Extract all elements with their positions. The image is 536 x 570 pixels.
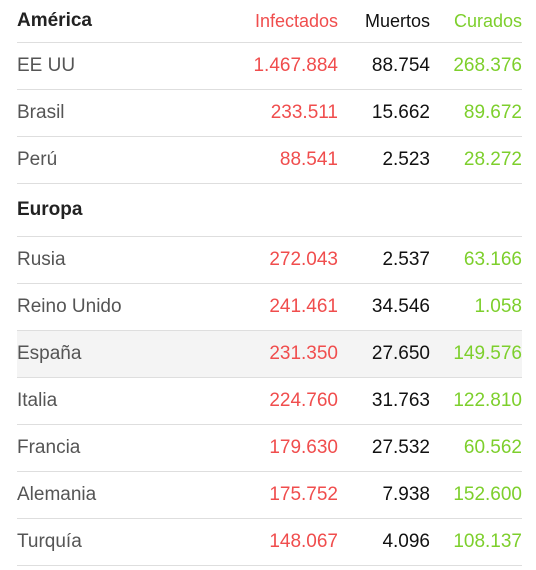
- country-name: Turquía: [17, 531, 82, 552]
- muertos-value: 27.532: [371, 437, 430, 458]
- table-row: Alemania 175.752 7.938 152.600: [17, 472, 522, 519]
- infectados-value: 224.760: [269, 390, 338, 411]
- muertos-value: 15.662: [371, 102, 430, 123]
- country-name: EE UU: [17, 55, 76, 76]
- table-row: Turquía 148.067 4.096 108.137: [17, 519, 522, 566]
- table-row: Reino Unido 241.461 34.546 1.058: [17, 284, 522, 331]
- country-name: Italia: [17, 390, 58, 411]
- infectados-value: 231.350: [269, 343, 338, 364]
- muertos-value: 2.537: [382, 249, 430, 270]
- infectados-value: 88.541: [279, 149, 338, 170]
- table-row: Italia 224.760 31.763 122.810: [17, 378, 522, 425]
- country-name: Perú: [17, 149, 58, 170]
- table-row: EE UU 1.467.884 88.754 268.376: [17, 43, 522, 90]
- muertos-value: 7.938: [382, 484, 430, 505]
- region-title-america: América: [17, 10, 92, 31]
- curados-value: 108.137: [453, 531, 522, 552]
- america-header-row: América Infectados Muertos Curados: [17, 0, 522, 43]
- muertos-value: 31.763: [371, 390, 430, 411]
- curados-value: 122.810: [453, 390, 522, 411]
- covid-stats-table: América Infectados Muertos Curados EE UU…: [17, 0, 522, 566]
- curados-value: 268.376: [453, 55, 522, 76]
- curados-value: 149.576: [453, 343, 522, 364]
- curados-value: 89.672: [463, 102, 522, 123]
- curados-value: 1.058: [474, 296, 522, 317]
- column-header-muertos: Muertos: [364, 10, 430, 31]
- curados-value: 152.600: [453, 484, 522, 505]
- infectados-value: 1.467.884: [253, 55, 338, 76]
- europa-header-row: Europa: [17, 184, 522, 237]
- table-row: Brasil 233.511 15.662 89.672: [17, 90, 522, 137]
- infectados-value: 175.752: [269, 484, 338, 505]
- curados-value: 60.562: [463, 437, 522, 458]
- country-name: Brasil: [17, 102, 65, 123]
- table-row: Perú 88.541 2.523 28.272: [17, 137, 522, 184]
- muertos-value: 27.650: [371, 343, 430, 364]
- country-name: Reino Unido: [17, 296, 122, 317]
- country-name: Rusia: [17, 249, 66, 270]
- column-header-curados: Curados: [453, 10, 522, 31]
- region-title-europa: Europa: [17, 199, 83, 220]
- infectados-value: 241.461: [269, 296, 338, 317]
- table-row: Rusia 272.043 2.537 63.166: [17, 237, 522, 284]
- column-header-infectados: Infectados: [254, 10, 338, 31]
- infectados-value: 148.067: [269, 531, 338, 552]
- curados-value: 63.166: [463, 249, 522, 270]
- infectados-value: 272.043: [269, 249, 338, 270]
- muertos-value: 88.754: [371, 55, 430, 76]
- country-name: España: [17, 343, 82, 364]
- muertos-value: 2.523: [382, 149, 430, 170]
- country-name: Francia: [17, 437, 81, 458]
- muertos-value: 4.096: [382, 531, 430, 552]
- muertos-value: 34.546: [371, 296, 430, 317]
- country-name: Alemania: [17, 484, 97, 505]
- infectados-value: 233.511: [270, 102, 338, 123]
- table-row-highlighted: España 231.350 27.650 149.576: [17, 331, 522, 378]
- table-row: Francia 179.630 27.532 60.562: [17, 425, 522, 472]
- infectados-value: 179.630: [269, 437, 338, 458]
- curados-value: 28.272: [463, 149, 522, 170]
